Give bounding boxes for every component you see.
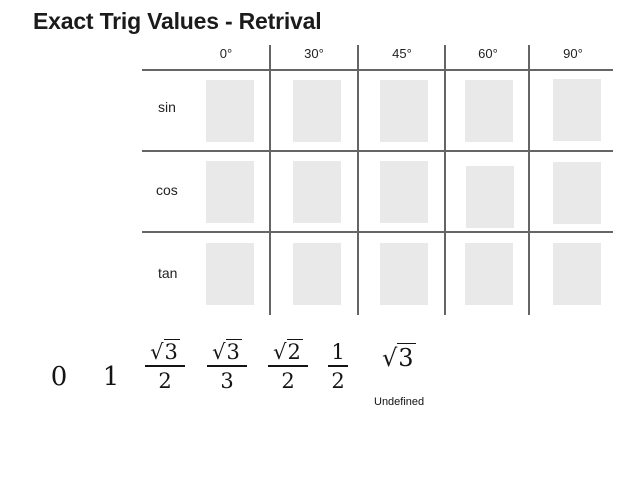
radical-sign-icon: √ bbox=[212, 340, 226, 364]
row-label-cos: cos bbox=[156, 182, 178, 198]
slot-tan-90deg[interactable] bbox=[553, 243, 601, 305]
slot-tan-30deg[interactable] bbox=[293, 243, 341, 305]
grid-vline-2 bbox=[357, 45, 359, 315]
grid-vline-4 bbox=[528, 45, 530, 315]
fraction-denominator: 2 bbox=[281, 369, 295, 393]
slot-sin-30deg[interactable] bbox=[293, 80, 341, 142]
slot-sin-60deg[interactable] bbox=[465, 80, 513, 142]
fraction-numerator: √3 bbox=[150, 339, 180, 364]
fraction-bar bbox=[328, 365, 348, 367]
radical-sign-icon: √ bbox=[150, 340, 164, 364]
column-header-45deg: 45° bbox=[392, 46, 412, 61]
radical-sign-icon: √ bbox=[382, 344, 398, 372]
slot-cos-0deg[interactable] bbox=[206, 161, 254, 223]
answer-tile-0[interactable]: 0 bbox=[50, 362, 68, 392]
row-label-tan: tan bbox=[158, 265, 178, 281]
slot-sin-90deg[interactable] bbox=[553, 79, 601, 141]
answer-tile-1[interactable]: 1 bbox=[102, 362, 120, 392]
fraction-denominator: 2 bbox=[158, 369, 172, 393]
slot-cos-30deg[interactable] bbox=[293, 161, 341, 223]
grid-hline-bottom bbox=[142, 231, 613, 233]
fraction-numerator: √3 bbox=[212, 339, 242, 364]
slot-tan-45deg[interactable] bbox=[380, 243, 428, 305]
answer-tile-sqrt2-over-2[interactable]: √2 2 bbox=[268, 339, 308, 393]
slot-cos-60deg[interactable] bbox=[466, 166, 514, 228]
slot-sin-45deg[interactable] bbox=[380, 80, 428, 142]
column-header-90deg: 90° bbox=[563, 46, 583, 61]
answer-tile-1-over-2[interactable]: 1 2 bbox=[328, 341, 348, 392]
radical-sign-icon: √ bbox=[273, 340, 287, 364]
fraction-numerator: 1 bbox=[331, 340, 345, 364]
column-header-60deg: 60° bbox=[478, 46, 498, 61]
fraction-bar bbox=[145, 365, 185, 367]
fraction-denominator: 2 bbox=[331, 369, 345, 393]
fraction-bar bbox=[268, 365, 308, 367]
slot-tan-60deg[interactable] bbox=[465, 243, 513, 305]
grid-vline-1 bbox=[269, 45, 271, 315]
fraction-denominator: 3 bbox=[220, 369, 234, 393]
fraction-bar bbox=[207, 365, 247, 367]
slot-tan-0deg[interactable] bbox=[206, 243, 254, 305]
row-label-sin: sin bbox=[158, 99, 176, 115]
column-header-30deg: 30° bbox=[304, 46, 324, 61]
slot-cos-90deg[interactable] bbox=[553, 162, 601, 224]
answer-tile-sqrt3[interactable]: √3 bbox=[382, 343, 416, 372]
answer-tile-undefined[interactable]: Undefined bbox=[374, 396, 425, 408]
fraction-numerator: √2 bbox=[273, 339, 303, 364]
column-header-0deg: 0° bbox=[219, 46, 233, 61]
grid-hline-middle bbox=[142, 150, 613, 152]
grid-hline-top bbox=[142, 69, 613, 71]
page-title: Exact Trig Values - Retrival bbox=[33, 8, 322, 34]
slot-cos-45deg[interactable] bbox=[380, 161, 428, 223]
grid-vline-3 bbox=[444, 45, 446, 315]
slot-sin-0deg[interactable] bbox=[206, 80, 254, 142]
answer-tile-sqrt3-over-3[interactable]: √3 3 bbox=[207, 339, 247, 393]
answer-tile-sqrt3-over-2[interactable]: √3 2 bbox=[145, 339, 185, 393]
